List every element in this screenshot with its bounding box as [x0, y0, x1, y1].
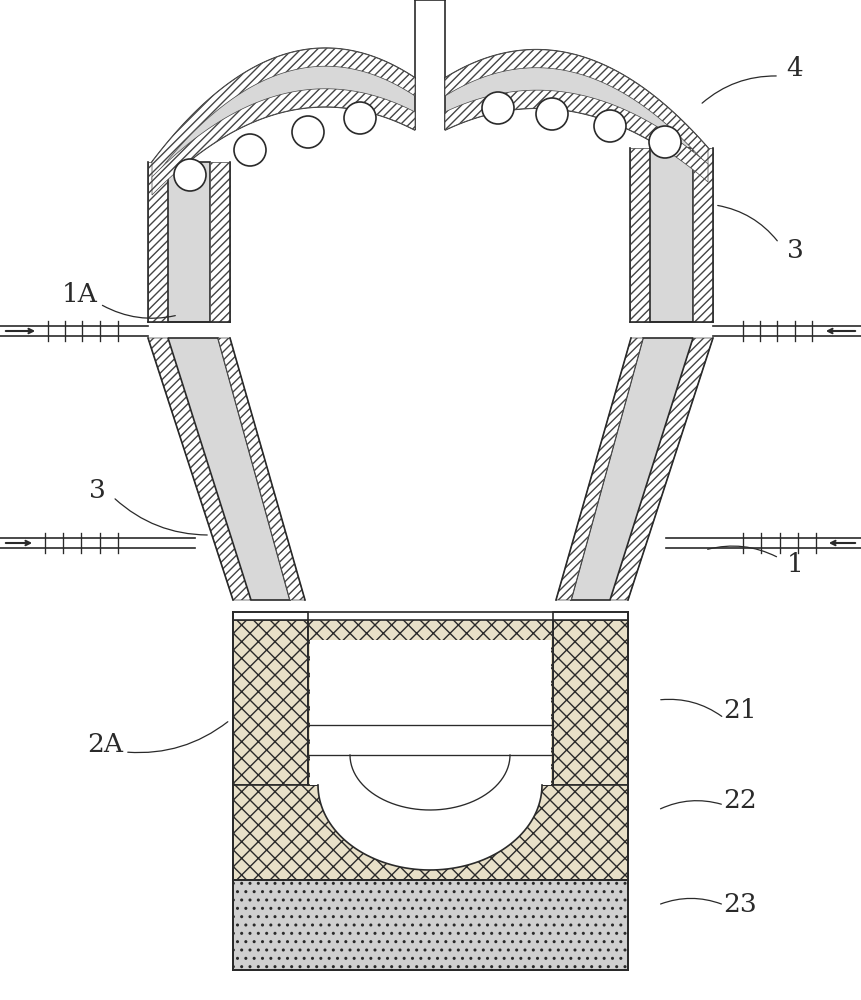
Polygon shape — [630, 148, 650, 322]
Text: 2A: 2A — [87, 732, 123, 758]
Polygon shape — [233, 620, 308, 785]
Text: 21: 21 — [723, 698, 757, 722]
Text: 3: 3 — [89, 478, 105, 502]
Polygon shape — [152, 48, 415, 180]
Polygon shape — [168, 338, 290, 600]
Circle shape — [594, 110, 626, 142]
Circle shape — [174, 159, 206, 191]
Text: 3: 3 — [787, 237, 803, 262]
Polygon shape — [210, 162, 230, 322]
Polygon shape — [308, 620, 553, 785]
Polygon shape — [445, 50, 708, 166]
Polygon shape — [148, 162, 168, 322]
Polygon shape — [553, 620, 628, 785]
Polygon shape — [152, 89, 415, 195]
Circle shape — [536, 98, 568, 130]
Polygon shape — [233, 785, 628, 880]
Circle shape — [482, 92, 514, 124]
Polygon shape — [610, 338, 713, 600]
Polygon shape — [218, 338, 305, 600]
Polygon shape — [152, 48, 415, 195]
Polygon shape — [445, 50, 708, 182]
Polygon shape — [168, 162, 210, 322]
Polygon shape — [693, 148, 713, 322]
Circle shape — [234, 134, 266, 166]
Text: 23: 23 — [723, 892, 757, 918]
Polygon shape — [556, 338, 643, 600]
Text: 1: 1 — [787, 552, 803, 578]
Polygon shape — [310, 640, 551, 870]
Polygon shape — [445, 90, 708, 182]
Polygon shape — [553, 612, 628, 620]
Polygon shape — [233, 612, 308, 620]
Polygon shape — [233, 880, 628, 970]
Text: 1A: 1A — [62, 282, 98, 308]
Polygon shape — [650, 148, 693, 322]
Circle shape — [292, 116, 324, 148]
Polygon shape — [571, 338, 693, 600]
Circle shape — [344, 102, 376, 134]
Text: 4: 4 — [787, 55, 803, 81]
Circle shape — [649, 126, 681, 158]
Text: 22: 22 — [723, 788, 757, 812]
Polygon shape — [148, 338, 251, 600]
